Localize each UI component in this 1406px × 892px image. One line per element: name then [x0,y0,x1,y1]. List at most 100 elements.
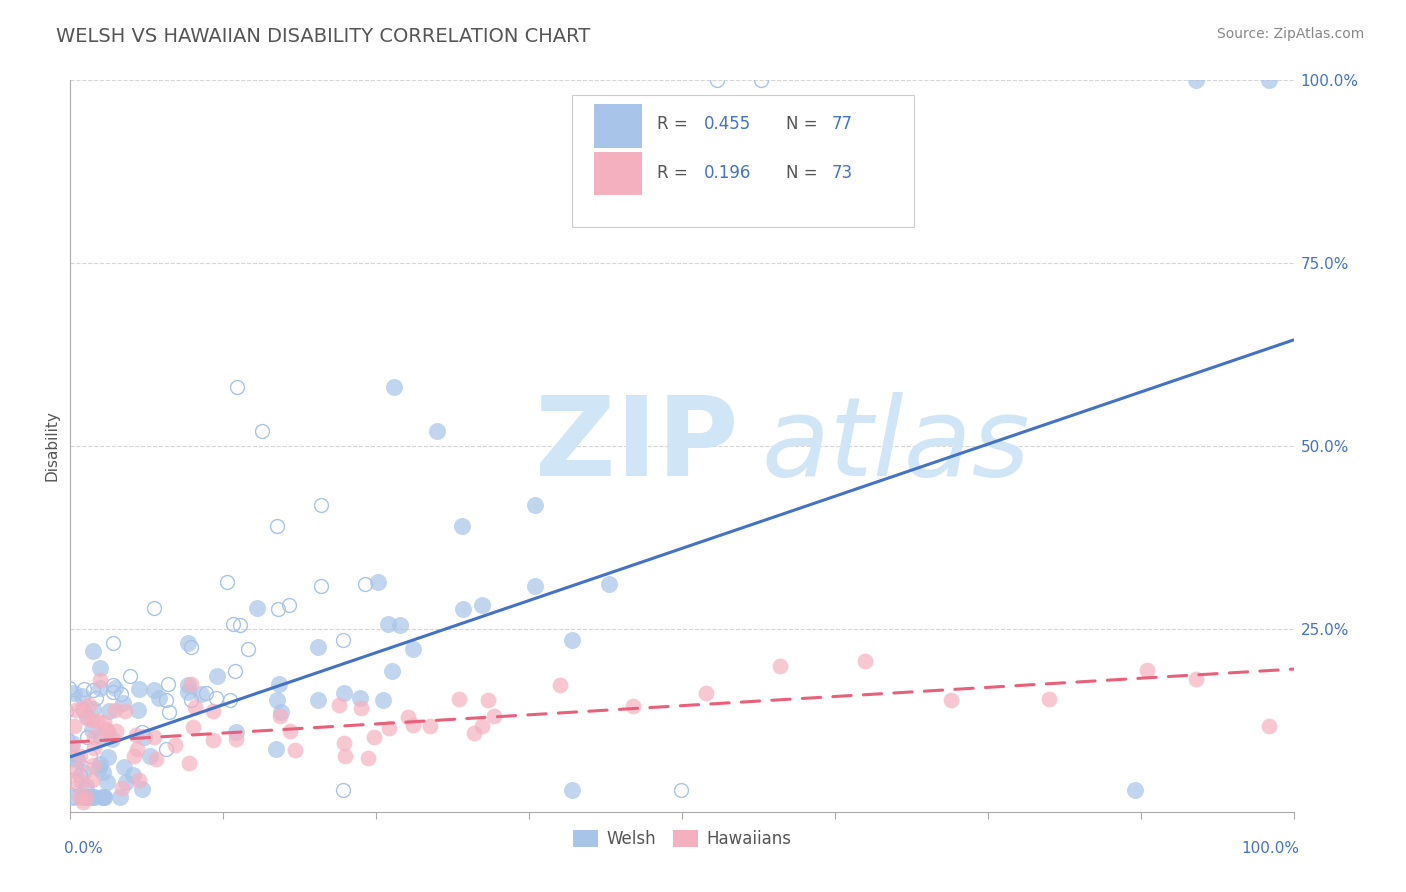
Point [225,724,247,739]
Point [104,703,127,717]
Point [1038,692,1060,706]
Point [82,757,104,772]
Point [111,781,134,796]
Point [89,661,111,675]
Point [447,692,470,706]
Point [77,790,100,805]
Point [384,380,406,394]
Point [93,790,115,805]
Point [67,789,90,803]
Point [402,718,425,732]
Point [335,749,357,764]
Text: 0.196: 0.196 [704,164,751,182]
Point [124,728,146,742]
Point [62,774,84,789]
Point [367,575,389,590]
Point [381,664,404,678]
Point [89,673,111,687]
Point [97,724,120,739]
Point [349,700,371,714]
Text: 0.455: 0.455 [704,115,751,133]
Point [378,721,401,735]
Point [181,720,204,734]
Point [76,709,98,723]
Point [127,741,149,756]
Point [98,704,121,718]
Point [176,636,198,650]
FancyBboxPatch shape [572,95,914,227]
Point [62,790,84,805]
Point [1258,719,1281,733]
Point [90,729,112,743]
Point [561,633,583,648]
Point [695,685,717,699]
Point [373,693,395,707]
Point [1136,663,1159,677]
Point [176,685,198,699]
Point [122,748,145,763]
Point [139,748,162,763]
Point [69,774,91,789]
Point [91,764,114,779]
Point [1184,73,1206,87]
Point [470,599,492,613]
Point [89,681,111,695]
Point [82,790,104,805]
Point [477,693,499,707]
Point [333,685,356,699]
Point [377,616,399,631]
Point [75,779,97,793]
Point [561,782,583,797]
Text: ZIP: ZIP [536,392,738,500]
Point [80,723,103,738]
Text: 0.0%: 0.0% [65,841,103,856]
Point [190,687,212,701]
Point [75,790,97,805]
Point [402,642,425,657]
FancyBboxPatch shape [593,104,641,147]
Point [72,764,94,779]
Point [621,698,644,713]
Text: Source: ZipAtlas.com: Source: ZipAtlas.com [1216,27,1364,41]
Point [63,718,86,732]
Point [60,739,83,753]
Point [269,677,291,691]
Point [269,708,291,723]
Point [201,733,224,747]
Point [91,790,114,805]
Point [180,677,202,691]
Point [75,790,97,805]
Text: 100.0%: 100.0% [1241,841,1299,856]
Point [63,686,86,700]
Point [451,602,474,616]
Text: WELSH VS HAWAIIAN DISABILITY CORRELATION CHART: WELSH VS HAWAIIAN DISABILITY CORRELATION… [56,27,591,45]
Point [419,719,441,733]
Point [134,730,156,744]
Point [65,763,87,777]
Point [855,654,877,668]
Point [1184,672,1206,686]
Point [77,698,100,713]
Point [128,681,150,696]
Point [145,752,167,766]
Point [93,790,115,805]
Point [270,705,292,719]
Point [86,714,108,729]
Point [101,732,124,747]
Point [63,751,86,765]
Point [307,693,329,707]
Y-axis label: Disability: Disability [44,410,59,482]
Point [463,726,485,740]
Point [70,701,93,715]
Text: R =: R = [658,115,693,133]
Point [349,691,371,706]
Point [112,759,135,773]
Point [115,775,138,789]
Point [60,736,83,750]
Point [80,713,103,727]
Point [69,748,91,763]
Point [482,708,505,723]
Point [264,742,287,756]
Text: atlas: atlas [762,392,1031,500]
Point [128,773,150,788]
